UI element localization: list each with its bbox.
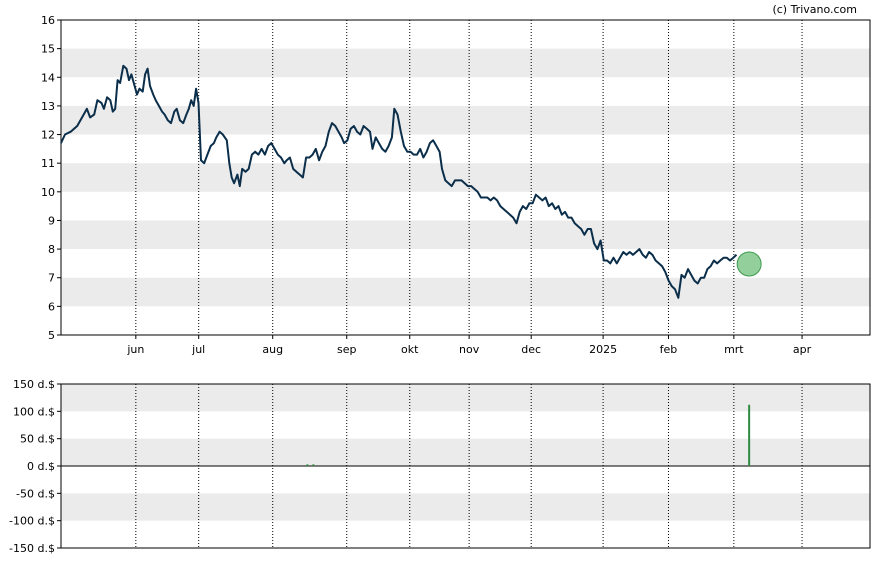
price-y-tick-label: 12 [41,129,55,142]
x-tick-label: aug [262,343,283,356]
volume-y-axis: 150 d.$ 100 d.$ 50 d.$ 0 d.$ -50 d.$ -100 d.$… [9,378,61,555]
volume-y-tick-label: -50 d.$ [16,487,55,500]
price-y-tick-label: 11 [41,157,55,170]
price-band [61,277,870,307]
volume-y-tick-label: -100 d.$ [9,515,55,528]
volume-y-tick-label: -150 d.$ [9,542,55,555]
price-y-tick-label: 13 [41,100,55,113]
price-band [61,48,870,78]
price-band [61,105,870,135]
x-tick-label: dec [521,343,541,356]
volume-band [61,384,870,412]
price-y-tick-label: 15 [41,43,55,56]
x-tick-label: jun [126,343,144,356]
x-tick-label: mrt [724,343,744,356]
volume-y-tick-label: 100 d.$ [13,405,55,418]
x-tick-label: sep [337,343,356,356]
x-tick-label: nov [459,343,480,356]
x-tick-label: jul [191,343,205,356]
highlight-marker [736,251,762,277]
x-tick-label: 2025 [589,343,617,356]
x-tick-label: apr [793,343,812,356]
price-line [60,64,738,299]
price-y-tick-label: 5 [48,329,55,342]
price-y-axis: 5 6 7 8 9 10 11 12 13 14 15 16 [41,14,61,342]
price-y-tick-label: 10 [41,186,55,199]
price-y-tick-label: 8 [48,243,55,256]
price-y-tick-label: 16 [41,14,55,27]
volume-band [61,493,870,521]
x-axis: jun jul aug sep okt nov dec 2025 feb mrt apr [126,335,812,356]
price-y-tick-label: 9 [48,214,55,227]
price-panel-frame [60,19,871,336]
price-panel-bands [61,48,870,307]
price-band [61,220,870,250]
x-tick-label: okt [401,343,419,356]
price-y-tick-label: 6 [48,300,55,313]
volume-y-tick-label: 50 d.$ [20,433,55,446]
price-band [61,163,870,192]
volume-y-tick-label: 150 d.$ [13,378,55,391]
volume-y-tick-label: 0 d.$ [27,460,55,473]
volume-bars [306,404,751,466]
volume-band [61,438,870,466]
price-y-tick-label: 14 [41,71,55,84]
copyright-label: (c) Trivano.com [772,3,857,16]
volume-panel-bands [61,384,870,521]
x-tick-label: feb [660,343,678,356]
price-y-tick-label: 7 [48,272,55,285]
